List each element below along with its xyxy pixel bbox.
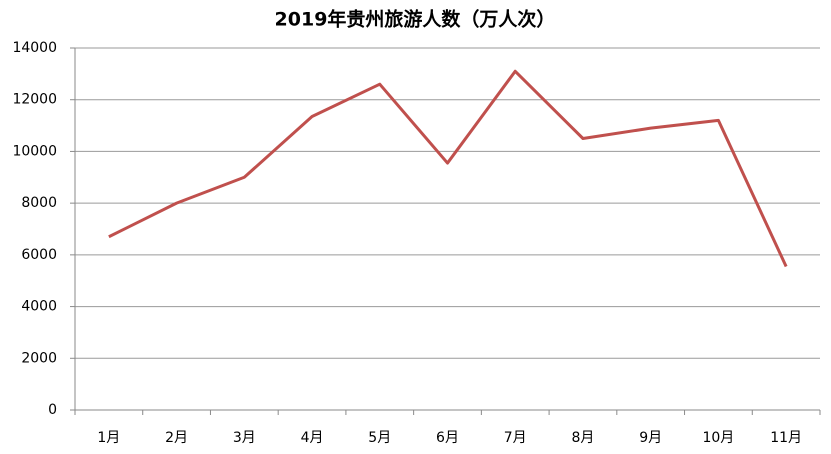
x-tick-label: 2月 [165,430,188,446]
y-tick-label: 10000 [12,143,57,159]
x-tick-label: 10月 [702,430,734,446]
x-tick-label: 3月 [233,430,256,446]
data-line [108,69,788,268]
y-tick-label: 12000 [12,92,57,108]
y-tick-label: 14000 [12,40,57,56]
y-tick-label: 6000 [21,247,57,263]
y-tick-label: 4000 [21,299,57,315]
x-tick-label: 7月 [504,430,527,446]
x-tick-label: 6月 [436,430,459,446]
x-tick-label: 11月 [770,430,802,446]
x-tick-label: 8月 [571,430,594,446]
x-tick-label: 9月 [639,430,662,446]
x-tick-label: 4月 [301,430,324,446]
y-tick-label: 2000 [21,350,57,366]
x-tick-label: 5月 [368,430,391,446]
y-tick-label: 0 [48,402,57,418]
x-tick-label: 1月 [97,430,120,446]
chart-title: 2019年贵州旅游人数（万人次） [275,8,556,31]
y-tick-label: 8000 [21,195,57,211]
